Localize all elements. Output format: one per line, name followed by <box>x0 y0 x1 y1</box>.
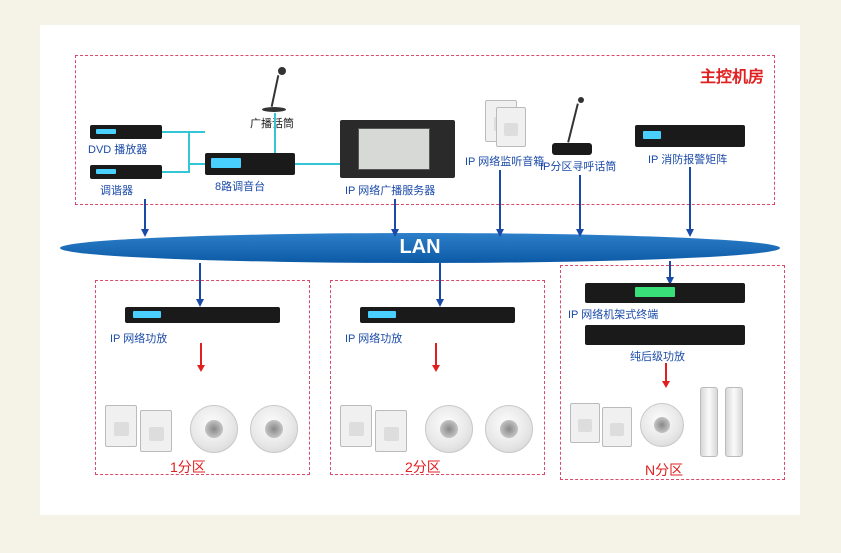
zn-column-spk-2 <box>725 387 743 457</box>
fire-matrix <box>635 125 745 147</box>
server-screen <box>358 128 430 170</box>
zoneN-rack-terminal <box>585 283 745 303</box>
zone2-label: 2分区 <box>405 457 441 477</box>
arrow-paging-lan-head <box>576 229 584 237</box>
fire-matrix-label: IP 消防报警矩阵 <box>648 151 727 167</box>
broadcast-mic-base <box>262 107 286 112</box>
arrow-server-lan <box>394 199 396 231</box>
tuner-label: 调谐器 <box>100 182 133 198</box>
z1-ceil-spk-2 <box>250 405 298 453</box>
broadcast-mic-head <box>278 67 286 75</box>
zone1-amp-label: IP 网络功放 <box>110 330 167 346</box>
zn-wall-spk-2 <box>602 407 632 447</box>
tuner <box>90 165 162 179</box>
mixer-8ch <box>205 153 295 175</box>
main-room-label: 主控机房 <box>700 63 764 87</box>
arrow-mon-lan-head <box>496 229 504 237</box>
paging-mic-head <box>578 97 584 103</box>
zoneN-pure-amp <box>585 325 745 345</box>
mixer-label: 8路调音台 <box>215 178 265 194</box>
lan-bus: LAN <box>60 233 780 263</box>
arrow-mon-lan <box>499 170 501 231</box>
wire-mic-mixer <box>274 113 276 155</box>
lan-label: LAN <box>60 236 780 259</box>
arrow-fire-lan-head <box>686 229 694 237</box>
monitor-speaker-2 <box>496 107 526 147</box>
zn-column-spk-1 <box>700 387 718 457</box>
z2-ceil-spk-2 <box>485 405 533 453</box>
zn-wall-spk-1 <box>570 403 600 443</box>
monitor-speaker-label: IP 网络监听音箱 <box>465 153 544 169</box>
z2-wall-spk-1 <box>340 405 372 447</box>
server-label: IP 网络广播服务器 <box>345 182 435 198</box>
arrow-paging-lan <box>579 175 581 231</box>
zone1-label: 1分区 <box>170 457 206 477</box>
z2-ceil-spk-1 <box>425 405 473 453</box>
zone2-red-arrow-head <box>432 365 440 372</box>
zoneN-term-label: IP 网络机架式终端 <box>568 306 658 322</box>
arrow-fire-lan <box>689 167 691 231</box>
wire-tuner-mixer <box>162 171 188 173</box>
wire-j-mixer <box>188 163 206 165</box>
zoneN-red-arrow-line <box>665 363 667 381</box>
dvd-player <box>90 125 162 139</box>
arrow-tuner-lan-head <box>141 229 149 237</box>
arrow-server-lan-head <box>391 229 399 237</box>
z1-wall-spk-1 <box>105 405 137 447</box>
zone1-red-arrow-line <box>200 343 202 365</box>
zn-ceil-spk-1 <box>640 403 684 447</box>
zone2-ip-amp <box>360 307 515 323</box>
wire-dvd-mixer <box>162 131 205 133</box>
diagram-canvas: 主控机房 广播话筒 DVD 播放器 调谐器 8路调音台 IP 网络广播服务器 I… <box>40 25 800 515</box>
zoneN-red-arrow-head <box>662 381 670 388</box>
wire-dvd-mixer-v <box>188 131 190 163</box>
paging-mic-base <box>552 143 592 155</box>
z2-wall-spk-2 <box>375 410 407 452</box>
wire-mixer-server <box>295 163 340 165</box>
zoneN-label: N分区 <box>645 460 683 480</box>
z1-wall-spk-2 <box>140 410 172 452</box>
dvd-label: DVD 播放器 <box>88 141 147 157</box>
zone2-amp-label: IP 网络功放 <box>345 330 402 346</box>
paging-mic-label: IP分区寻呼话筒 <box>540 158 616 174</box>
z1-ceil-spk-1 <box>190 405 238 453</box>
arrow-tuner-lan <box>144 199 146 231</box>
zone2-red-arrow-line <box>435 343 437 365</box>
zone1-red-arrow-head <box>197 365 205 372</box>
zoneN-amp-label: 纯后级功放 <box>630 348 685 364</box>
broadcast-mic-label: 广播话筒 <box>250 115 294 131</box>
zone1-ip-amp <box>125 307 280 323</box>
